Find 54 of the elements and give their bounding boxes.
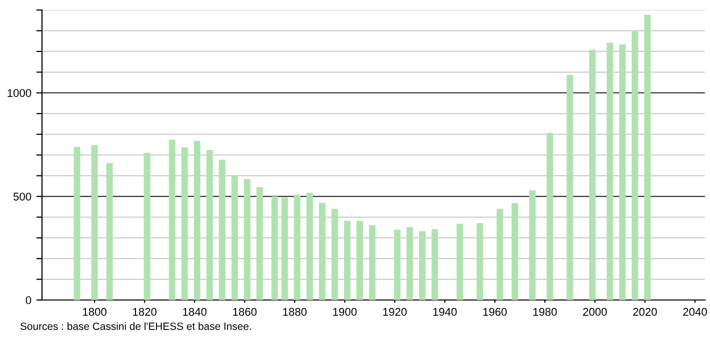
bar <box>256 187 263 300</box>
bar <box>344 220 350 300</box>
bar <box>406 227 414 300</box>
bar <box>281 198 288 300</box>
bar <box>356 220 363 300</box>
x-tick-label: 2020 <box>633 308 657 316</box>
bar <box>306 192 313 300</box>
x-tick-label: 1940 <box>433 308 457 316</box>
bar <box>496 208 504 300</box>
y-tick-label: 1000 <box>8 89 32 97</box>
y-tick-label: 500 <box>13 192 32 201</box>
bar <box>168 140 176 300</box>
source-note: Sources : base Cassini de l'EHESS et base Insee. <box>20 322 251 330</box>
bar <box>476 223 484 300</box>
bar <box>546 133 554 300</box>
bar <box>194 140 200 300</box>
x-tick-label: 1880 <box>283 308 307 316</box>
bar <box>589 50 596 300</box>
x-tick-label: 1800 <box>83 308 106 316</box>
bar <box>218 160 226 300</box>
x-tick-label: 2000 <box>583 308 607 316</box>
x-tick-label: 1920 <box>383 308 407 316</box>
bar <box>244 179 250 300</box>
bar <box>368 225 376 300</box>
y-tick-label: 0 <box>26 296 32 304</box>
bar <box>271 196 278 300</box>
x-tick-label: 1900 <box>333 308 357 316</box>
bar <box>566 74 574 300</box>
bar <box>432 229 438 300</box>
bar <box>529 190 536 300</box>
bar <box>512 203 518 300</box>
bar <box>294 194 300 300</box>
x-tick-label: 1820 <box>133 308 157 316</box>
bar <box>644 14 651 300</box>
x-tick-label: 1860 <box>233 308 257 316</box>
bar <box>632 31 638 300</box>
bar <box>456 224 464 300</box>
bar <box>231 175 238 300</box>
bar <box>419 231 426 300</box>
bar <box>144 152 150 300</box>
bar <box>91 145 98 300</box>
bar <box>606 42 614 300</box>
bar <box>74 146 80 300</box>
bar <box>106 163 113 300</box>
x-tick-label: 1960 <box>483 308 507 316</box>
x-tick-label: 1980 <box>533 308 557 316</box>
bar <box>619 44 626 300</box>
x-tick-label: 1840 <box>183 308 207 316</box>
bar <box>206 150 213 300</box>
x-tick-label: 2040 <box>683 308 707 316</box>
bar <box>394 230 401 300</box>
bar <box>331 208 338 300</box>
bar <box>318 202 326 300</box>
bar <box>181 147 188 300</box>
